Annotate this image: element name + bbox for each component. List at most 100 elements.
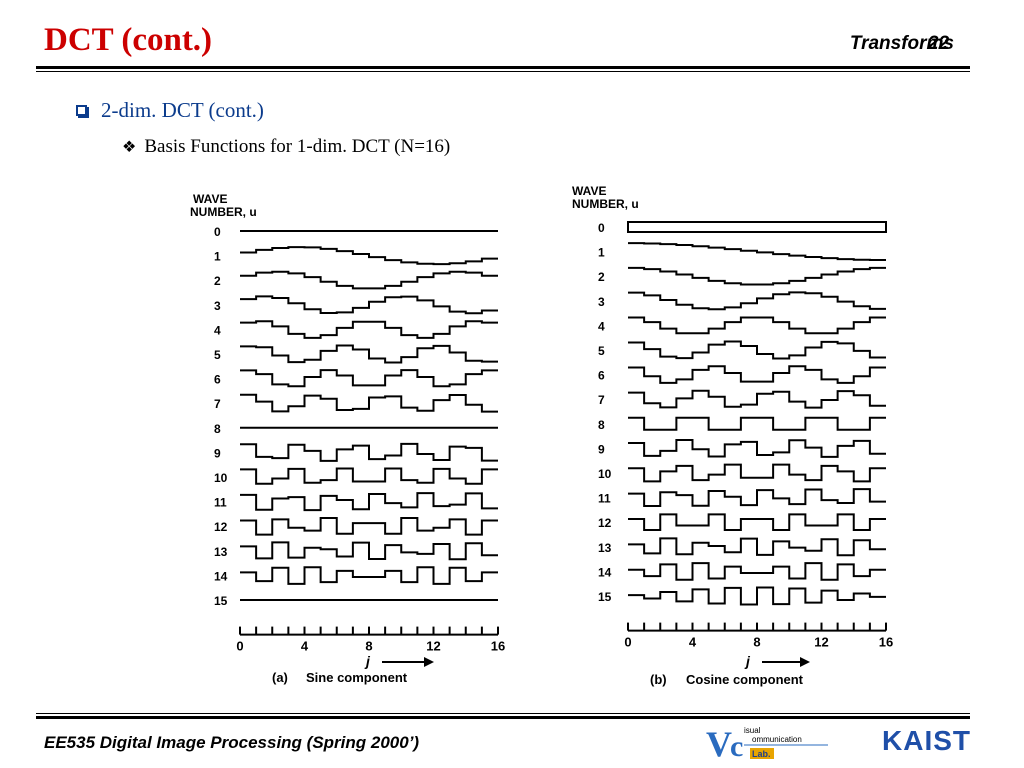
basis-waveform — [628, 316, 886, 335]
x-tick-label: 0 — [236, 639, 243, 654]
basis-waveform — [628, 389, 886, 409]
bullet-level2-text: Basis Functions for 1-dim. DCT (N=16) — [144, 136, 451, 157]
diamond-bullet-icon: ❖ — [122, 139, 137, 156]
right-arrow-icon — [762, 657, 810, 667]
basis-waveform — [628, 266, 886, 286]
basis-waveform — [240, 492, 498, 512]
page-number: 22 — [928, 33, 950, 54]
vc-logo-line1: isual — [744, 726, 761, 735]
right-caption-letter: (b) — [650, 672, 667, 687]
right-header-number: NUMBER, u — [572, 197, 639, 211]
slide-title: DCT (cont.) — [44, 22, 213, 58]
x-tick-label: 0 — [624, 635, 631, 650]
wave-number-label: 1 — [598, 246, 605, 260]
basis-waveform — [240, 566, 498, 585]
basis-waveform — [628, 488, 886, 508]
basis-waveform — [240, 270, 498, 290]
x-tick-label: 8 — [365, 639, 372, 654]
basis-waveform — [240, 295, 498, 315]
basis-waveform — [240, 369, 498, 388]
wave-number-label: 9 — [598, 442, 605, 456]
basis-waveform — [240, 320, 498, 339]
basis-waveform — [240, 246, 498, 266]
wave-number-label: 6 — [214, 373, 221, 387]
wave-number-label: 0 — [598, 221, 605, 235]
wave-number-label: 12 — [214, 520, 228, 534]
wave-number-label: 10 — [598, 467, 612, 481]
x-tick-label: 12 — [426, 639, 440, 654]
basis-waveform — [628, 340, 886, 360]
wave-number-label: 4 — [214, 323, 221, 337]
bullet-level1: 2-dim. DCT (cont.) — [76, 98, 264, 123]
basis-waveform — [240, 442, 498, 462]
basis-waveform — [240, 541, 498, 561]
slide-topic: Transforms — [849, 33, 954, 54]
basis-waveform — [628, 586, 886, 606]
wave-number-label: 6 — [598, 369, 605, 383]
wave-number-label: 7 — [214, 397, 221, 411]
right-caption: Cosine component — [686, 672, 804, 687]
visual-communication-lab-logo: V c isual ommunication Lab. — [706, 724, 828, 762]
basis-waveform — [240, 344, 498, 364]
wave-number-label: 3 — [214, 299, 221, 313]
vc-logo-line2: ommunication — [752, 735, 802, 744]
left-header-wave: WAVE — [193, 192, 227, 206]
basis-waveform — [240, 467, 498, 485]
svg-text:c: c — [730, 730, 743, 762]
left-caption: Sine component — [306, 670, 408, 685]
wave-number-label: 2 — [598, 270, 605, 284]
wave-number-label: 12 — [598, 516, 612, 530]
footer-rule-thin — [36, 713, 970, 714]
left-caption-letter: (a) — [272, 670, 288, 685]
right-header-wave: WAVE — [572, 184, 606, 198]
wave-number-label: 10 — [214, 471, 228, 485]
wave-number-label: 3 — [598, 295, 605, 309]
wave-number-label: 14 — [598, 565, 612, 579]
header-rule-thin — [36, 71, 970, 72]
wave-number-label: 8 — [214, 422, 221, 436]
header-rule-thick — [36, 66, 970, 69]
x-tick-label: 16 — [879, 635, 893, 650]
left-arrow-icon — [382, 657, 434, 667]
wave-number-label: 0 — [214, 225, 221, 239]
basis-waveform — [628, 242, 886, 262]
footer-rule-thick — [36, 716, 970, 719]
wave-number-label: 11 — [214, 496, 227, 510]
vc-logo-lab: Lab. — [752, 749, 771, 759]
wave-number-label: 2 — [214, 274, 221, 288]
wave-number-label: 5 — [214, 348, 221, 362]
wave-number-label: 15 — [598, 590, 612, 604]
wave-number-label: 11 — [598, 492, 611, 506]
basis-waveform — [240, 393, 498, 413]
left-x-axis-label: j — [364, 653, 371, 669]
wave-number-label: 13 — [598, 541, 612, 555]
wave-number-label: 14 — [214, 569, 228, 583]
kaist-logo-text: KAIST — [882, 725, 970, 756]
basis-waveform — [628, 537, 886, 557]
wave-number-label: 8 — [598, 418, 605, 432]
wave-number-label: 15 — [214, 594, 228, 608]
wave-number-label: 9 — [214, 446, 221, 460]
wave-number-label: 1 — [214, 250, 221, 264]
basis-waveform — [627, 221, 887, 233]
kaist-logo: KAIST — [882, 725, 970, 756]
left-header-number: NUMBER, u — [190, 205, 257, 219]
wave-number-label: 5 — [598, 344, 605, 358]
basis-waveform — [628, 291, 886, 311]
svg-text:V: V — [706, 724, 732, 762]
wave-number-label: 7 — [598, 393, 605, 407]
basis-waveform — [628, 416, 886, 431]
footer-course: EE535 Digital Image Processing (Spring 2… — [44, 733, 420, 752]
x-tick-label: 12 — [814, 635, 828, 650]
right-x-axis-label: j — [744, 653, 751, 669]
x-tick-label: 16 — [491, 639, 505, 654]
x-tick-label: 8 — [753, 635, 760, 650]
checkbox-bullet-icon — [76, 105, 87, 116]
wave-number-label: 13 — [214, 545, 228, 559]
bullet-level1-text: 2-dim. DCT (cont.) — [101, 98, 264, 122]
basis-waveform — [628, 562, 886, 581]
basis-waveform — [628, 365, 886, 384]
